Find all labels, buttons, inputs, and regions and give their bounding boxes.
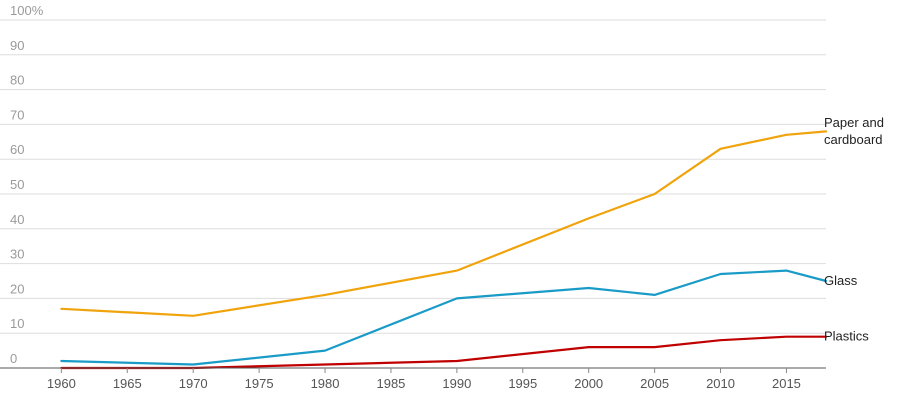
- x-tick-label: 1995: [508, 376, 537, 391]
- x-tick-label: 2015: [772, 376, 801, 391]
- x-tick-label: 1965: [113, 376, 142, 391]
- x-tick-label: 2005: [640, 376, 669, 391]
- y-tick-label: 70: [10, 107, 24, 122]
- x-tick-label: 1990: [442, 376, 471, 391]
- x-tick-label: 1985: [376, 376, 405, 391]
- y-tick-label: 20: [10, 281, 24, 296]
- x-tick-label: 1960: [47, 376, 76, 391]
- y-axis-tick-labels: 0 10 20 30 40 50 60 70 80 90 100%: [10, 3, 44, 366]
- series-label-glass: Glass: [824, 273, 858, 288]
- y-tick-label: 10: [10, 316, 24, 331]
- series-label-plastics: Plastics: [824, 329, 869, 344]
- x-tick-label: 1970: [179, 376, 208, 391]
- series-label-paper-and-cardboard: cardboard: [824, 132, 883, 147]
- x-tick-label: 2000: [574, 376, 603, 391]
- series-line-paper-and-cardboard: [60, 130, 828, 317]
- y-tick-label: 50: [10, 177, 24, 192]
- y-tick-label: 90: [10, 38, 24, 53]
- y-tick-label: 100%: [10, 3, 44, 18]
- series-label-paper-and-cardboard: Paper and: [824, 115, 884, 130]
- y-tick-label: 80: [10, 73, 24, 88]
- x-tick-label: 1975: [245, 376, 274, 391]
- gridlines: [0, 19, 826, 334]
- series-line-glass: [60, 269, 828, 366]
- series-line-plastics: [60, 335, 828, 370]
- y-tick-label: 0: [10, 351, 17, 366]
- y-tick-label: 30: [10, 247, 24, 262]
- y-tick-label: 60: [10, 142, 24, 157]
- x-axis-ticks: 1960 1965 1970 1975 1980 1985 1990 1995 2000 2005…: [47, 368, 801, 391]
- y-tick-label: 40: [10, 212, 24, 227]
- series-labels: Paper and cardboard Glass Plastics: [824, 115, 884, 344]
- x-tick-label: 1980: [311, 376, 340, 391]
- series-lines: [60, 130, 828, 370]
- x-tick-label: 2010: [706, 376, 735, 391]
